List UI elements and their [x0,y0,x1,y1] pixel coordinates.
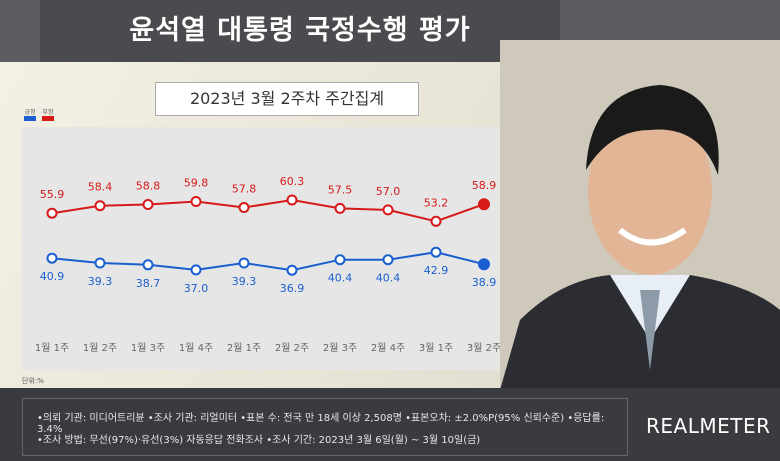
legend: 긍정 부정 [24,107,58,121]
data-point [286,264,298,276]
page-title: 윤석열 대통령 국정수행 평가 [40,0,560,62]
data-label: 58.4 [88,181,113,194]
data-point [94,200,106,212]
data-point [430,246,442,258]
data-label: 37.0 [184,282,209,295]
survey-info-line-1: •의뢰 기관: 미디어트리뷴 •조사 기관: 리얼미터 •표본 수: 전국 만 … [37,413,605,435]
x-tick-label: 1월 2주 [83,342,117,354]
data-point [478,198,490,211]
data-label: 38.9 [472,276,497,289]
data-label: 58.8 [136,180,161,193]
x-tick-label: 2월 2주 [275,342,309,354]
data-point [238,257,250,269]
data-label: 40.4 [376,272,401,285]
data-point [382,254,394,266]
data-label: 39.3 [232,275,257,288]
series-line [51,198,485,223]
data-label: 40.9 [40,270,65,283]
data-label: 38.7 [136,277,161,290]
data-point [142,259,154,271]
data-point [238,202,250,213]
data-label: 59.8 [184,177,209,190]
data-label: 42.9 [424,264,449,277]
data-label: 60.3 [280,175,305,188]
legend-label: 긍정 [24,109,36,116]
x-tick-label: 1월 1주 [35,342,69,354]
legend-negative: 부정 [41,107,54,121]
president-photo [500,40,780,390]
legend-positive: 긍정 [24,107,36,121]
unit-label: 단위:% [22,377,44,385]
legend-label: 부정 [42,109,54,116]
data-point [430,215,442,227]
x-tick-label: 2월 1주 [227,342,261,354]
data-label: 55.9 [40,188,65,201]
data-label: 36.9 [280,282,305,295]
data-label: 53.2 [424,196,449,209]
chart-subtitle: 2023년 3월 2주차 주간집계 [155,82,419,116]
realmeter-logo: REALMETER [646,414,771,438]
x-tick-label: 2월 4주 [371,342,405,354]
data-point [190,264,202,276]
data-label: 39.3 [88,275,113,288]
data-point [46,207,58,219]
x-tick-label: 2월 3주 [323,342,357,354]
data-point [478,258,490,271]
data-point [142,199,154,210]
data-point [190,196,202,207]
x-tick-label: 1월 3주 [131,342,165,354]
data-point [286,194,298,206]
data-label: 57.5 [328,183,353,196]
x-tick-label: 3월 1주 [419,342,453,354]
data-point [334,202,346,214]
data-point [334,254,346,266]
survey-info-box: •의뢰 기관: 미디어트리뷴 •조사 기관: 리얼미터 •표본 수: 전국 만 … [22,398,628,456]
footer: •의뢰 기관: 미디어트리뷴 •조사 기관: 리얼미터 •표본 수: 전국 만 … [0,388,780,461]
data-label: 57.8 [232,183,257,196]
data-label: 57.0 [376,185,401,198]
survey-info-line-2: •조사 방법: 무선(97%)·유선(3%) 자동응답 전화조사 •조사 기간:… [37,435,481,446]
data-point [46,252,58,264]
data-point [94,257,106,269]
data-point [382,204,394,216]
data-label: 58.9 [472,179,497,192]
data-label: 40.4 [328,272,353,285]
x-tick-label: 3월 2주 [467,342,501,354]
series-line [51,251,485,272]
x-tick-label: 1월 4주 [179,342,213,354]
